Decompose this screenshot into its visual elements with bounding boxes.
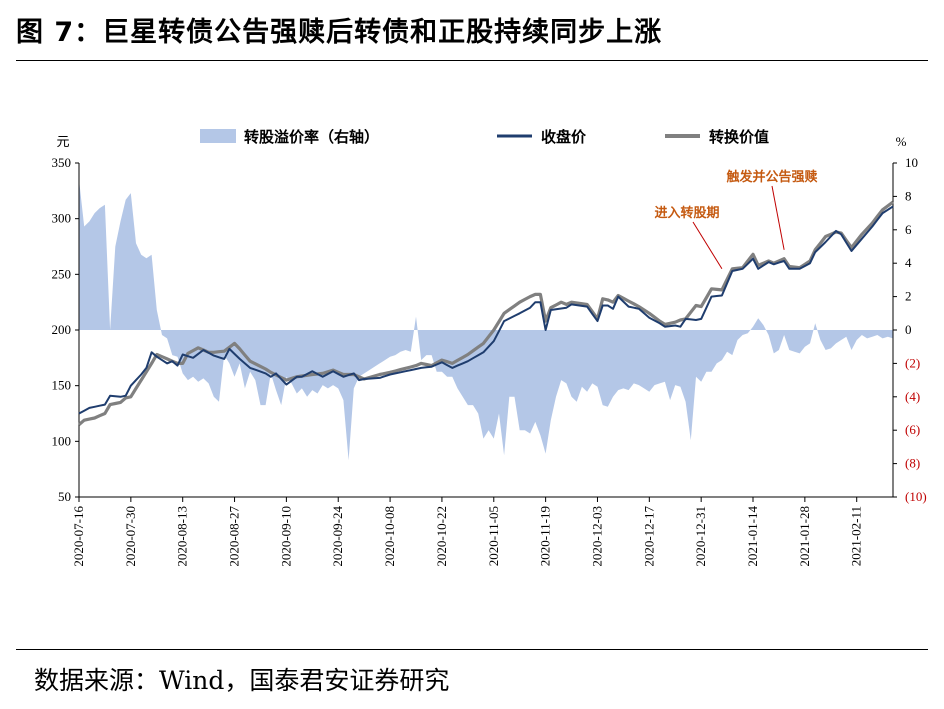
right-tick-label: (10)	[905, 489, 927, 504]
premium-area	[79, 179, 893, 461]
right-tick-label: (4)	[905, 389, 920, 404]
annotation-pointer	[771, 185, 785, 250]
x-tick-label: 2020-09-24	[330, 506, 345, 567]
right-tick-label: 6	[905, 222, 912, 237]
source-rule	[16, 649, 928, 650]
x-tick-label: 2020-08-13	[175, 506, 190, 567]
x-tick-label: 2020-11-05	[486, 506, 501, 566]
right-tick-label: (2)	[905, 355, 920, 370]
left-tick-label: 100	[52, 433, 72, 448]
source-note: 数据来源：Wind，国泰君安证券研究	[34, 666, 450, 695]
conversion-value-line	[77, 200, 894, 426]
premium-price-chart: 50 100 150 200 250 300 350 元 (10) (8) (6) (4) (2) 0 2 4…	[52, 128, 927, 567]
x-tick-label: 2020-07-30	[123, 506, 138, 567]
close-price-line	[78, 205, 894, 415]
legend-label-value: 转换价值	[709, 128, 769, 146]
x-tick-label: 2020-12-31	[693, 506, 708, 567]
left-tick-label: 50	[58, 489, 71, 504]
x-tick-label: 2020-12-17	[641, 506, 656, 567]
premium-area-layer	[79, 179, 893, 461]
x-tick-label: 2021-01-28	[797, 506, 812, 567]
right-tick-label: (6)	[905, 422, 920, 437]
x-tick-label: 2020-10-22	[434, 506, 449, 567]
x-tick-label: 2020-11-19	[538, 506, 553, 566]
legend-label-close: 收盘价	[541, 128, 587, 146]
left-tick-label: 150	[52, 378, 72, 393]
right-tick-label: 10	[905, 155, 918, 170]
left-tick-label: 300	[52, 211, 72, 226]
right-tick-label: 4	[905, 255, 912, 270]
x-tick-label: 2020-10-08	[382, 506, 397, 567]
right-tick-label: 2	[905, 289, 912, 304]
left-tick-label: 250	[52, 266, 72, 281]
left-axis-unit: 元	[56, 134, 69, 149]
x-tick-label: 2020-07-16	[71, 506, 86, 567]
x-tick-label: 2020-09-10	[278, 506, 293, 567]
annotation-layer: 进入转股期 触发并公告强赎	[654, 169, 818, 270]
x-tick-label: 2021-01-14	[745, 506, 760, 567]
page-title: 图 7：巨星转债公告强赎后转债和正股持续同步上涨	[16, 17, 663, 48]
x-tick-label: 2020-12-03	[590, 506, 605, 567]
right-tick-label: 8	[905, 188, 912, 203]
left-tick-label: 200	[52, 322, 72, 337]
right-tick-label: (8)	[905, 456, 920, 471]
axes-layer: 50 100 150 200 250 300 350 元 (10) (8) (6) (4) (2) 0 2 4…	[52, 134, 927, 567]
x-tick-label: 2020-08-27	[227, 506, 242, 567]
legend-label-premium: 转股溢价率（右轴）	[244, 128, 379, 146]
x-tick-label: 2021-02-11	[849, 506, 864, 566]
right-axis-unit: %	[896, 134, 907, 149]
annotation-label: 进入转股期	[654, 205, 719, 221]
annotation-pointer	[692, 221, 723, 270]
legend: 转股溢价率（右轴） 收盘价 转换价值	[200, 128, 769, 146]
price-lines-layer	[77, 200, 894, 426]
title-rule	[16, 60, 928, 61]
legend-swatch-premium	[200, 129, 236, 143]
annotation-label: 触发并公告强赎	[725, 169, 817, 185]
right-tick-label: 0	[905, 322, 912, 337]
left-tick-label: 350	[52, 155, 72, 170]
